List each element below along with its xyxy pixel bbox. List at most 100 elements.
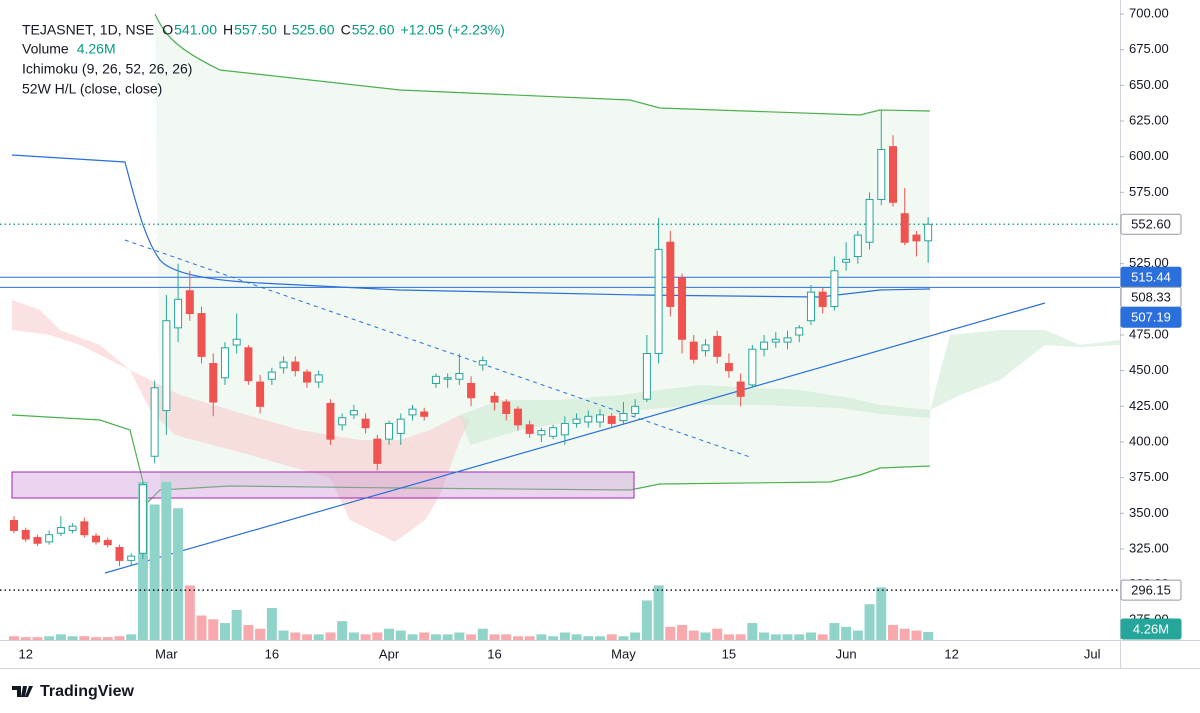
volume-bar xyxy=(55,634,66,640)
volume-bar xyxy=(665,626,676,640)
candle-body xyxy=(338,417,347,426)
candle-body xyxy=(115,547,124,561)
candle-body xyxy=(584,415,593,423)
52w-high-line xyxy=(154,13,931,116)
volume-bar xyxy=(430,634,441,640)
candle-body xyxy=(560,422,569,436)
candle-body xyxy=(420,411,429,417)
volume-bar xyxy=(208,619,219,640)
y-tick-label: 600.00 xyxy=(1129,148,1169,163)
candle-body xyxy=(525,424,534,434)
candle-body xyxy=(220,347,229,379)
volume-bar xyxy=(454,632,465,640)
volume-bar xyxy=(313,634,324,640)
candle-body xyxy=(713,335,722,357)
candle-body xyxy=(244,347,253,382)
candle-body xyxy=(150,387,159,457)
price-label-box xyxy=(1120,213,1182,235)
candle-body xyxy=(10,519,18,531)
volume-bar xyxy=(20,637,31,640)
volume-bar xyxy=(173,508,184,640)
volume-bar xyxy=(79,636,90,640)
candle-body xyxy=(912,234,921,242)
volume-bar xyxy=(794,634,805,640)
candle-body xyxy=(842,258,851,263)
candle-body xyxy=(103,539,112,546)
y-tick-label: 325.00 xyxy=(1129,540,1169,555)
candle-body xyxy=(818,291,827,307)
volume-bar xyxy=(641,600,652,640)
volume-bar xyxy=(184,585,195,640)
volume-bar xyxy=(489,634,500,640)
volume-layer xyxy=(9,481,934,640)
volume-bar xyxy=(770,634,781,640)
volume-bar xyxy=(899,628,910,640)
y-tick-label: 650.00 xyxy=(1129,77,1169,92)
volume-bar xyxy=(805,632,816,640)
y-tick-label: 450.00 xyxy=(1129,362,1169,377)
axes: 275.00300.00325.00350.00375.00400.00425.… xyxy=(0,0,1200,669)
candle-body xyxy=(607,415,616,424)
volume-bar xyxy=(466,634,477,640)
candle-body xyxy=(21,529,30,540)
candle-body xyxy=(361,418,370,429)
volume-bar xyxy=(512,636,523,640)
candle-body xyxy=(689,341,698,360)
candles xyxy=(10,110,933,567)
volume-bar xyxy=(548,636,559,640)
candle-body xyxy=(760,341,769,350)
candle-body xyxy=(783,337,792,343)
volume-bar xyxy=(501,634,512,640)
candle-body xyxy=(502,401,511,414)
indicator-name: 52W H/L (close, close) xyxy=(22,81,162,97)
candle-body xyxy=(127,555,136,561)
candle-body xyxy=(889,146,897,203)
volume-bar xyxy=(395,630,406,640)
x-tick-label: Jul xyxy=(1084,646,1101,661)
x-tick-label: 12 xyxy=(944,646,958,661)
volume-bar xyxy=(759,632,770,640)
header-text: +12.05 (+2.23%) xyxy=(401,22,505,38)
legend: Volume 4.26M Ichimoku (9, 26, 52, 26, 26… xyxy=(22,22,505,97)
candle-body xyxy=(431,375,440,384)
candle-body xyxy=(642,353,651,400)
candle-body xyxy=(924,223,933,242)
x-tick-label: 16 xyxy=(487,646,501,661)
volume-bar xyxy=(688,630,699,640)
trend-line xyxy=(104,302,1046,574)
candle-body xyxy=(619,412,628,422)
volume-bar xyxy=(348,632,359,640)
header-text: H xyxy=(223,22,233,38)
trend-line-dashed xyxy=(124,239,751,458)
candle-body xyxy=(33,537,42,544)
candle-body xyxy=(678,277,687,340)
candle-body xyxy=(806,291,815,322)
candle-body xyxy=(701,344,710,352)
volume-bar xyxy=(337,621,348,640)
candle-body xyxy=(56,527,65,534)
x-tick-label: 15 xyxy=(722,646,736,661)
volume-bar xyxy=(219,623,230,640)
volume-bar xyxy=(372,632,383,640)
volume-bar xyxy=(841,626,852,640)
candle-body xyxy=(513,408,522,426)
candle-body xyxy=(303,371,311,383)
candle-body xyxy=(490,395,499,403)
candle-body xyxy=(631,405,640,414)
candle-body xyxy=(373,438,382,464)
volume-bar xyxy=(243,624,254,640)
volume-bar xyxy=(149,504,160,640)
volume-bar xyxy=(595,636,605,640)
volume-bar xyxy=(266,608,277,640)
candle-body xyxy=(326,402,335,440)
volume-bar xyxy=(9,636,19,640)
y-tick-label: 575.00 xyxy=(1129,184,1169,199)
candle-body xyxy=(185,290,194,315)
volume-bar xyxy=(888,624,898,640)
candle-body xyxy=(830,270,839,307)
y-tick-label: 350.00 xyxy=(1129,505,1169,520)
candle-body xyxy=(279,361,288,369)
candle-body xyxy=(314,374,323,383)
price-lines xyxy=(0,223,1120,591)
candle-body xyxy=(443,377,452,380)
